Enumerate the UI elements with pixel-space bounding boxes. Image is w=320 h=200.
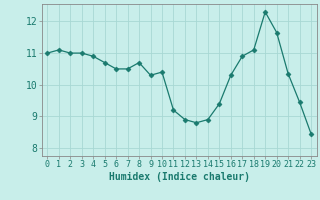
X-axis label: Humidex (Indice chaleur): Humidex (Indice chaleur)	[109, 172, 250, 182]
